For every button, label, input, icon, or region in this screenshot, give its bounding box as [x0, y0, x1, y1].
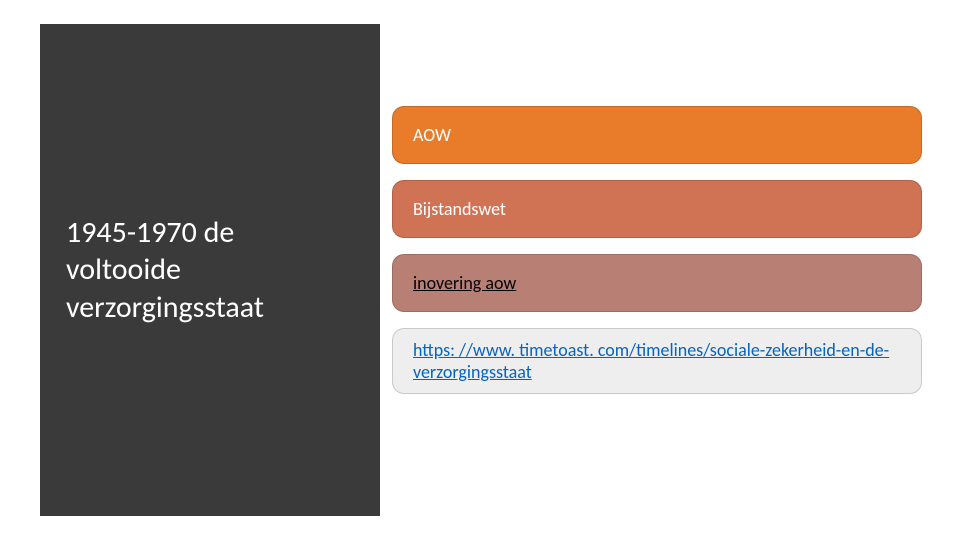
item-label: Bijstandswet [413, 198, 506, 220]
right-panel: AOW Bijstandswet inovering aow https: //… [392, 106, 922, 394]
list-item: AOW [392, 106, 922, 164]
item-label: AOW [413, 124, 451, 146]
list-item: Bijstandswet [392, 180, 922, 238]
list-item: inovering aow [392, 254, 922, 312]
item-link[interactable]: https: //www. timetoast. com/timelines/s… [413, 339, 901, 384]
list-item: https: //www. timetoast. com/timelines/s… [392, 328, 922, 394]
left-panel: 1945-1970 de voltooide verzorgingsstaat [40, 24, 380, 516]
item-link[interactable]: inovering aow [413, 272, 516, 294]
slide-title: 1945-1970 de voltooide verzorgingsstaat [66, 214, 354, 327]
